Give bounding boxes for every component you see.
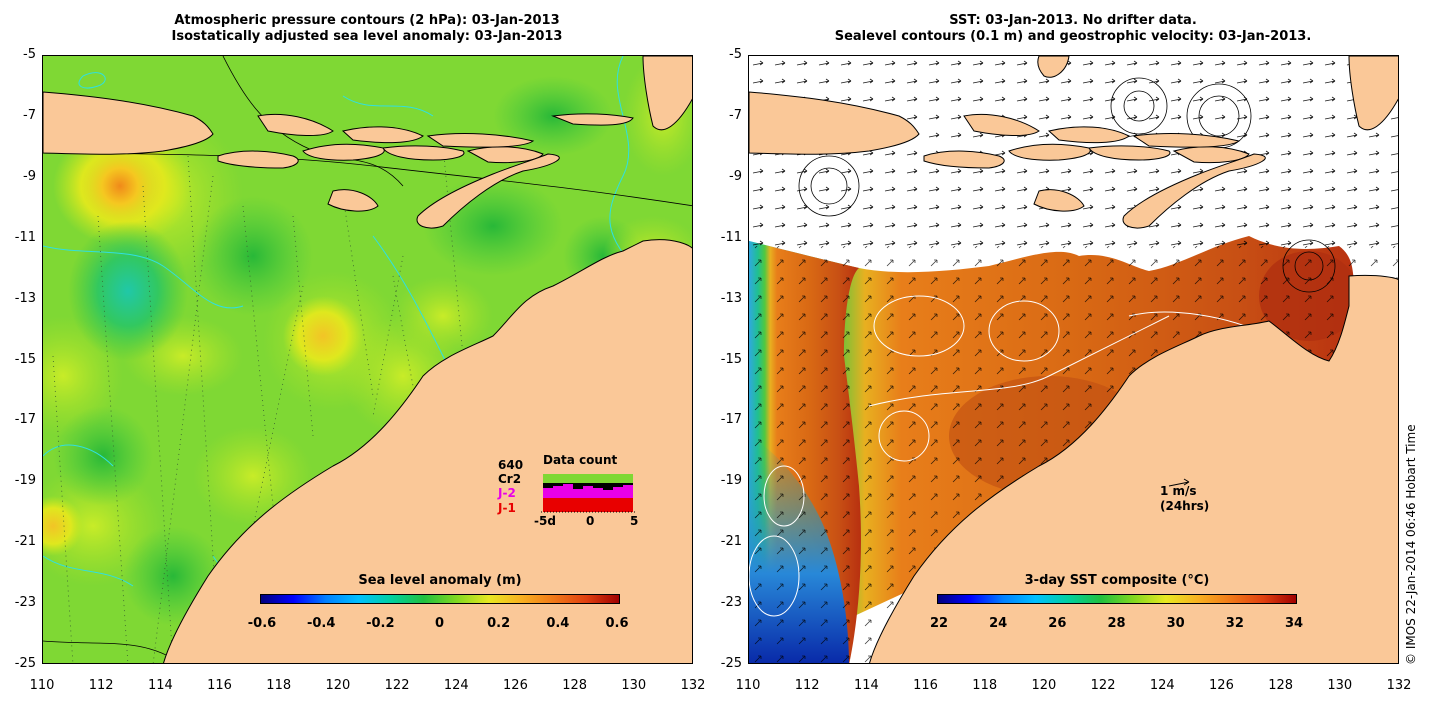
left-lon-tick: 122 xyxy=(384,678,410,693)
left-lat-tick: -13 xyxy=(14,290,36,306)
right-lat-tick: -21 xyxy=(720,534,742,550)
right-lon-tick: 120 xyxy=(1031,678,1057,693)
data-count-axis-start: -5d xyxy=(534,514,556,528)
right-lat-tick: -13 xyxy=(720,290,742,306)
left-colorbar-tick: -0.6 xyxy=(247,616,277,631)
right-lon-tick: 126 xyxy=(1209,678,1234,693)
right-lon-tick: 130 xyxy=(1327,678,1353,693)
left-colorbar-tick: 0 xyxy=(434,616,445,631)
left-lon-tick: 132 xyxy=(680,678,706,693)
right-colorbar-tick: 22 xyxy=(929,616,949,631)
right-lat-tick: -15 xyxy=(720,351,742,367)
imos-credit: © IMOS 22-Jan-2014 06:46 Hobart Time xyxy=(1404,424,1418,665)
right-lon-tick: 132 xyxy=(1386,678,1412,693)
right-lat-tick: -9 xyxy=(729,168,742,184)
data-count-axis-end: 5 xyxy=(630,514,639,528)
right-colorbar-tick: 28 xyxy=(1107,616,1126,631)
left-lon-tick: 124 xyxy=(443,678,469,693)
left-lat-tick: -7 xyxy=(23,107,36,123)
satellite-j1: J-1 xyxy=(498,501,516,515)
left-lon-tick: 126 xyxy=(503,678,528,693)
left-lat-tick: -5 xyxy=(23,47,36,62)
left-lat-tick: -25 xyxy=(14,656,36,671)
velocity-scale-arrow xyxy=(1168,478,1190,487)
velocity-scale-line2: (24hrs) xyxy=(1160,499,1210,513)
right-map-svg xyxy=(749,56,1398,663)
right-title-line2: Sealevel contours (0.1 m) and geostrophi… xyxy=(834,29,1312,44)
right-lat-tick: -11 xyxy=(720,229,742,245)
right-title: SST: 03-Jan-2013. No drifter data. Seale… xyxy=(748,13,1398,45)
left-colorbar-tick: 0.4 xyxy=(546,616,570,631)
right-lat-tick: -5 xyxy=(729,47,742,62)
left-lon-tick: 112 xyxy=(88,678,114,693)
left-title-line2: Isostatically adjusted sea level anomaly… xyxy=(171,29,563,44)
left-lat-tick: -11 xyxy=(14,229,36,245)
right-lon-tick: 124 xyxy=(1149,678,1175,693)
right-colorbar-tick: 24 xyxy=(989,616,1008,631)
left-colorbar-tick: 0.6 xyxy=(605,616,629,631)
velocity-scale-line1: 1 m/s xyxy=(1160,484,1197,498)
right-colorbar-tick: 30 xyxy=(1166,616,1185,631)
satellite-j2: J-2 xyxy=(498,486,516,500)
left-lat-tick: -17 xyxy=(14,412,36,428)
right-title-line1: SST: 03-Jan-2013. No drifter data. xyxy=(949,13,1197,28)
right-lon-tick: 128 xyxy=(1268,678,1294,693)
left-lat-tick: -23 xyxy=(14,595,36,611)
data-count-inset xyxy=(541,474,635,513)
right-lon-tick: 114 xyxy=(853,678,879,693)
data-count-title: Data count xyxy=(543,453,618,467)
left-title: Atmospheric pressure contours (2 hPa): 0… xyxy=(42,13,692,45)
left-lon-tick: 110 xyxy=(29,678,55,693)
right-map-sst[interactable] xyxy=(748,55,1399,664)
right-lon-tick: 110 xyxy=(735,678,761,693)
right-lat-tick: -17 xyxy=(720,412,742,428)
left-lon-tick: 130 xyxy=(621,678,647,693)
right-lon-tick: 122 xyxy=(1090,678,1116,693)
left-lat-tick: -15 xyxy=(14,351,36,367)
right-colorbar-tick: 26 xyxy=(1048,616,1067,631)
right-lon-tick: 116 xyxy=(913,678,938,693)
left-colorbar-tick: 0.2 xyxy=(487,616,511,631)
left-colorbar-title: Sea level anomaly (m) xyxy=(358,573,522,588)
left-lon-tick: 120 xyxy=(325,678,351,693)
left-map-sla[interactable] xyxy=(42,55,693,664)
right-colorbar-tick: 34 xyxy=(1284,616,1304,631)
left-colorbar-tick: -0.4 xyxy=(306,616,336,631)
right-colorbar-title: 3-day SST composite (°C) xyxy=(1024,573,1210,588)
right-colorbar xyxy=(937,594,1297,604)
right-lat-tick: -19 xyxy=(720,473,742,489)
left-lat-tick: -21 xyxy=(14,534,36,550)
right-lat-tick: -23 xyxy=(720,595,742,611)
left-title-line1: Atmospheric pressure contours (2 hPa): 0… xyxy=(174,13,560,28)
right-lon-tick: 118 xyxy=(972,678,998,693)
right-lon-tick: 112 xyxy=(794,678,820,693)
data-count-axis-mid: 0 xyxy=(586,514,595,528)
right-colorbar-tick: 32 xyxy=(1225,616,1244,631)
left-lon-tick: 116 xyxy=(207,678,232,693)
left-lon-tick: 114 xyxy=(147,678,173,693)
left-lon-tick: 118 xyxy=(266,678,292,693)
right-lat-tick: -25 xyxy=(720,656,742,671)
left-colorbar-tick: -0.2 xyxy=(366,616,395,631)
satellite-cr2: Cr2 xyxy=(498,472,522,486)
left-lat-tick: -19 xyxy=(14,473,36,489)
left-map-svg xyxy=(43,56,692,663)
left-lat-tick: -9 xyxy=(23,168,36,184)
right-lat-tick: -7 xyxy=(729,107,742,123)
left-lon-tick: 128 xyxy=(562,678,588,693)
left-colorbar xyxy=(260,594,620,604)
satellite-640: 640 xyxy=(498,458,524,472)
